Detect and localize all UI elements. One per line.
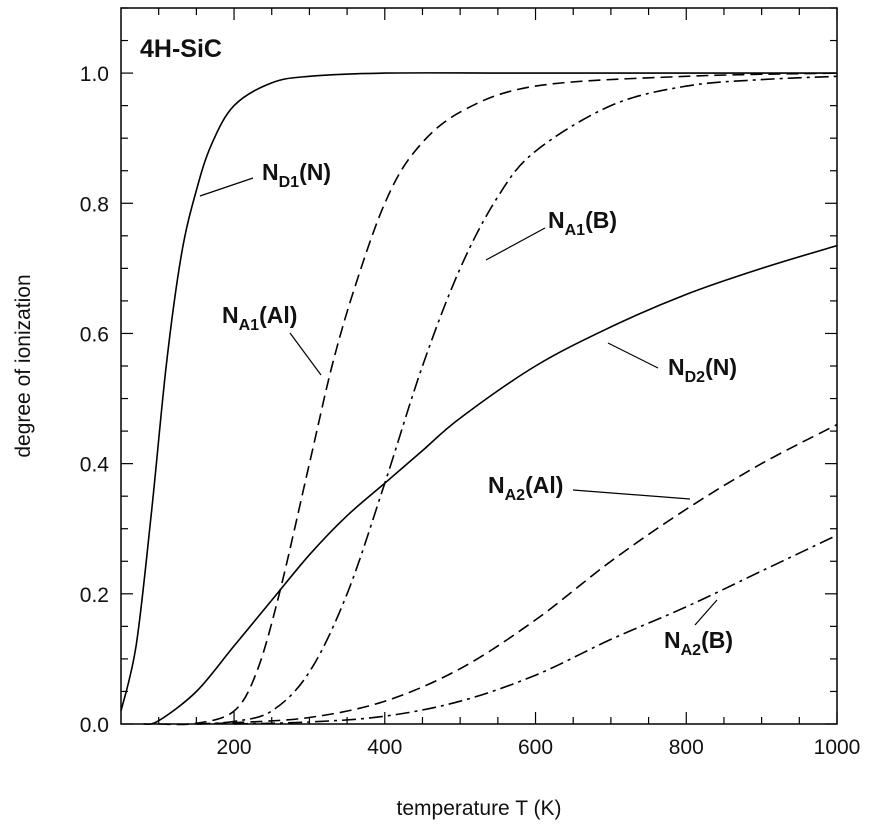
y-tick-label: 0.0: [80, 714, 109, 737]
curve-label: ND2(N): [668, 354, 737, 386]
curve-label: NA1(B): [548, 207, 617, 239]
curve-label: NA2(Al): [488, 472, 563, 504]
curve-labels: ND1(N) NA1(Al) NA1(B) ND2(N) NA2(Al) NA2(B): [222, 159, 737, 659]
x-tick-label: 1000: [814, 736, 861, 759]
label-leader-lines: [199, 177, 718, 626]
label-leader: [289, 332, 322, 376]
label-leader: [694, 599, 718, 626]
curve-label: NA2(B): [664, 627, 733, 659]
x-tick-label: 600: [518, 736, 553, 759]
label-leader: [485, 227, 546, 261]
x-axis-label: temperature T (K): [397, 797, 562, 820]
curve-label: ND1(N): [262, 159, 331, 191]
y-tick-label: 0.8: [80, 193, 109, 216]
y-tick-label: 0.6: [80, 323, 109, 346]
axis-ticks: [121, 7, 838, 725]
series-line: [234, 534, 838, 725]
label-leader: [572, 489, 691, 500]
y-axis-label: degree of ionization: [12, 274, 35, 457]
curve-label: NA1(Al): [222, 302, 297, 334]
y-tick-label: 0.4: [80, 454, 110, 477]
label-leader: [199, 177, 254, 197]
tick-labels: 200 400 600 800 1000 0.0 0.2 0.4 0.6 0.8 1.0: [80, 63, 861, 759]
series-line: [196, 75, 838, 725]
series-line: [143, 244, 838, 726]
x-tick-label: 800: [669, 736, 704, 759]
label-leader: [607, 342, 659, 369]
x-tick-label: 200: [217, 736, 252, 759]
panel-label: 4H-SiC: [140, 35, 222, 63]
y-tick-label: 0.2: [80, 584, 109, 607]
series-line: [120, 72, 837, 712]
y-tick-label: 1.0: [80, 63, 109, 86]
series-line: [158, 72, 838, 726]
series-line: [196, 423, 838, 725]
x-tick-label: 400: [367, 736, 402, 759]
curves: [120, 72, 838, 726]
